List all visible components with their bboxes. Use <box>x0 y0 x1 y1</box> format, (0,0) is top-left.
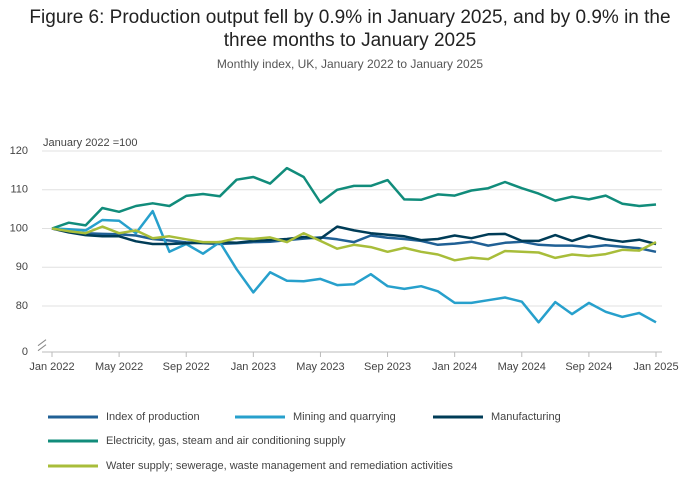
x-tick-label: May 2022 <box>95 361 143 373</box>
x-tick-label: May 2023 <box>296 361 344 373</box>
legend-label: Electricity, gas, steam and air conditio… <box>106 435 346 447</box>
y-tick-label: 90 <box>16 261 28 273</box>
x-tick-label: Jan 2023 <box>231 361 276 373</box>
chart-title: Figure 6: Production output fell by 0.9%… <box>29 7 671 51</box>
x-tick-label: Jan 2025 <box>633 361 678 373</box>
y-tick-label: 110 <box>10 184 28 196</box>
series-line <box>51 209 657 324</box>
x-tick-label: Sep 2024 <box>565 361 612 373</box>
y-tick-label: 80 <box>16 300 28 312</box>
legend-label: Index of production <box>106 411 200 423</box>
legend-label: Water supply; sewerage, waste management… <box>106 460 453 472</box>
legend-label: Mining and quarrying <box>293 411 396 423</box>
chart-subtitle: Monthly index, UK, January 2022 to Janua… <box>216 57 484 71</box>
y-tick-label: 0 <box>22 346 28 358</box>
series-line <box>51 166 657 230</box>
legend-label: Manufacturing <box>491 411 561 423</box>
series-line <box>51 225 657 246</box>
y-axis-label: January 2022 =100 <box>43 137 138 149</box>
x-tick-label: Sep 2023 <box>364 361 411 373</box>
x-tick-label: Jan 2022 <box>29 361 74 373</box>
x-tick-label: Sep 2022 <box>163 361 210 373</box>
series-line <box>51 227 657 254</box>
y-tick-label: 100 <box>10 222 28 234</box>
x-tick-label: May 2024 <box>498 361 546 373</box>
axis-break <box>37 344 47 352</box>
x-tick-label: Jan 2024 <box>432 361 477 373</box>
y-tick-label: 120 <box>10 145 28 157</box>
axis-break <box>37 339 47 347</box>
series-line <box>51 225 657 262</box>
